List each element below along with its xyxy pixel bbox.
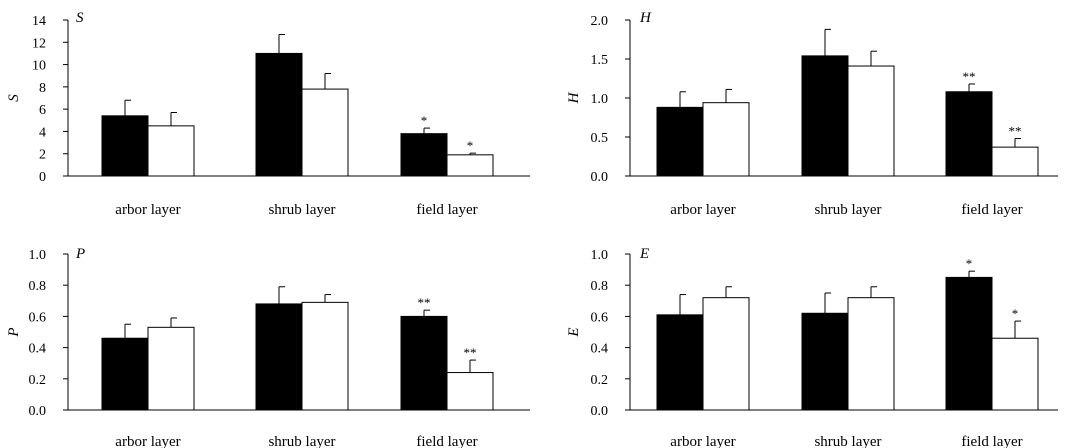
- panel-P-label: P: [75, 246, 85, 262]
- category-label: arbor layer: [670, 202, 735, 218]
- panel-P: P P 0.0 0.2 0.4 0.6 0.8 1.0 arbor layer shrub l…: [6, 246, 530, 448]
- significance-mark: *: [1012, 306, 1019, 321]
- panel-P-ylabel: P: [6, 327, 22, 337]
- bar: [101, 337, 149, 411]
- panel-S: S S 0 2 4 6 8 10 12 14 arbor layer shrub layer fie…: [6, 10, 530, 218]
- bar: [656, 314, 704, 411]
- panel-E-label: E: [639, 246, 649, 262]
- bar: [101, 115, 149, 177]
- bar: [702, 297, 750, 411]
- y-tick-label: 0.6: [591, 310, 609, 325]
- y-tick-label: 12: [32, 36, 46, 51]
- bar: [847, 297, 895, 411]
- y-tick-label: 1.0: [591, 248, 609, 263]
- bar: [255, 52, 303, 177]
- y-tick-label: 0.0: [29, 404, 47, 419]
- y-tick-label: 0.6: [29, 310, 47, 325]
- bar: [301, 301, 349, 411]
- y-tick-label: 14: [32, 14, 46, 29]
- category-label: arbor layer: [670, 434, 735, 448]
- y-tick-label: 10: [32, 59, 46, 74]
- y-tick-label: 2: [39, 148, 46, 163]
- bar: [801, 55, 849, 177]
- panel-E-ylabel: E: [566, 327, 582, 337]
- y-tick-label: 0.2: [591, 373, 609, 388]
- category-label: shrub layer: [814, 434, 881, 448]
- category-label: arbor layer: [115, 434, 180, 448]
- category-label: arbor layer: [115, 202, 180, 218]
- y-tick-label: 0.4: [591, 342, 609, 357]
- significance-mark: *: [966, 256, 973, 271]
- category-label: field layer: [961, 434, 1022, 448]
- significance-mark: **: [418, 295, 431, 310]
- bar: [400, 315, 448, 411]
- y-tick-label: 0.0: [591, 404, 609, 419]
- y-tick-label: 0.4: [29, 342, 47, 357]
- bar: [991, 337, 1039, 411]
- bar: [991, 146, 1039, 177]
- panel-H-ylabel: H: [566, 91, 582, 104]
- bar: [702, 102, 750, 177]
- bar: [446, 154, 494, 177]
- y-tick-label: 4: [39, 125, 46, 140]
- y-tick-label: 0.5: [591, 131, 609, 146]
- category-label: shrub layer: [268, 202, 335, 218]
- bar: [255, 303, 303, 411]
- panel-S-ylabel: S: [6, 94, 22, 102]
- category-label: shrub layer: [814, 202, 881, 218]
- bar: [446, 372, 494, 411]
- y-tick-label: 2.0: [591, 14, 609, 29]
- significance-mark: *: [421, 113, 428, 128]
- bar: [945, 276, 993, 411]
- panel-H: H H 0.0 0.5 1.0 1.5 2.0 arbor layer shrub laye…: [566, 10, 1058, 218]
- bar: [945, 91, 993, 177]
- significance-mark: **: [464, 345, 477, 360]
- bar: [400, 133, 448, 177]
- significance-mark: *: [467, 138, 474, 153]
- bar: [656, 106, 704, 177]
- bar: [147, 326, 195, 411]
- y-tick-label: 0.2: [29, 373, 47, 388]
- y-tick-label: 0.8: [591, 279, 609, 294]
- y-tick-label: 1.5: [591, 53, 609, 68]
- y-tick-label: 6: [39, 103, 46, 118]
- panel-E: E E 0.0 0.2 0.4 0.6 0.8 1.0 arbor layer shrub l…: [566, 246, 1058, 448]
- category-label: shrub layer: [268, 434, 335, 448]
- y-tick-label: 0: [39, 170, 46, 185]
- y-tick-label: 0.0: [591, 170, 609, 185]
- category-label: field layer: [416, 202, 477, 218]
- bar: [147, 125, 195, 177]
- bar: [301, 88, 349, 177]
- panel-H-label: H: [639, 10, 652, 26]
- y-tick-label: 1.0: [29, 248, 47, 263]
- significance-mark: **: [1009, 124, 1022, 139]
- category-label: field layer: [961, 202, 1022, 218]
- panel-S-label: S: [76, 10, 84, 26]
- bar: [847, 65, 895, 177]
- significance-mark: **: [963, 69, 976, 84]
- y-tick-label: 1.0: [591, 92, 609, 107]
- category-label: field layer: [416, 434, 477, 448]
- bar: [801, 312, 849, 411]
- y-tick-label: 8: [39, 81, 46, 96]
- y-tick-label: 0.8: [29, 279, 47, 294]
